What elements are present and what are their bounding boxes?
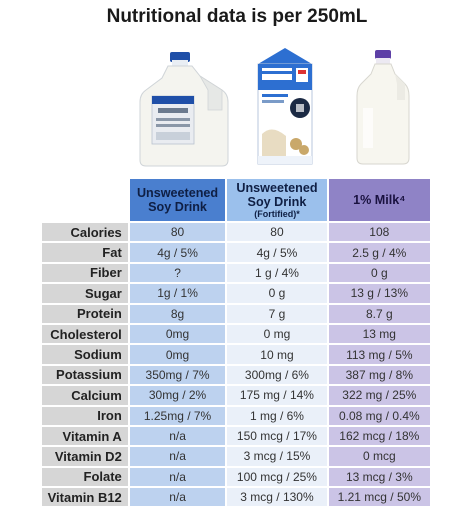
table-cell: 13 mg [328, 324, 430, 344]
table-cell: 100 mcg / 25% [227, 467, 327, 487]
row-label: Fiber [42, 263, 128, 283]
table-cell: 8g [129, 304, 226, 323]
header-label-line2: Soy Drink [148, 200, 207, 214]
soy-drink-jug-image [139, 52, 229, 167]
row-label: Vitamin B12 [42, 488, 128, 507]
table-row: Folate n/a 100 mcg / 25% 13 mcg / 3% [42, 467, 430, 487]
table-row: Protein 8g 7 g 8.7 g [42, 304, 430, 323]
table-cell: 0mg [129, 324, 226, 344]
row-label: Sugar [42, 284, 128, 303]
table-cell: 4g / 5% [227, 243, 327, 262]
table-cell: 0 g [328, 263, 430, 283]
table-cell: 3 mcg / 130% [227, 488, 327, 507]
row-label: Fat [42, 243, 128, 262]
table-row: Vitamin D2 n/a 3 mcg / 15% 0 mcg [42, 447, 430, 466]
table-row: Fat 4g / 5% 4g / 5% 2.5 g / 4% [42, 243, 430, 262]
table-header-row: Unsweetened Soy Drink Unsweetened Soy Dr… [42, 179, 430, 221]
table-row: Vitamin B12 n/a 3 mcg / 130% 1.21 mcg / 50% [42, 488, 430, 507]
table-cell: 350mg / 7% [129, 365, 226, 385]
row-label: Potassium [42, 365, 128, 385]
table-cell: 80 [227, 223, 327, 242]
table-cell: 8.7 g [328, 304, 430, 323]
header-label: Unsweetened [236, 180, 318, 195]
row-label: Folate [42, 467, 128, 487]
table-cell: 1 mg / 6% [227, 406, 327, 425]
table-row: Sodium 0mg 10 mg 113 mg / 5% [42, 345, 430, 364]
table-cell: 0.08 mg / 0.4% [328, 406, 430, 425]
table-cell: 175 mg / 14% [227, 386, 327, 405]
row-label: Sodium [42, 345, 128, 364]
table-cell: ? [129, 263, 226, 283]
table-cell: 80 [129, 223, 226, 242]
header-label: Unsweetened [136, 186, 219, 200]
page-title: Nutritional data is per 250mL [106, 6, 368, 27]
table-cell: 13 mcg / 3% [328, 467, 430, 487]
header-label: 1% Milk⁴ [353, 193, 406, 207]
table-cell: 10 mg [227, 345, 327, 364]
table-body: Calories 80 80 108 Fat 4g / 5% 4g / 5% 2.5 g / … [42, 223, 430, 507]
table-cell: n/a [129, 426, 226, 446]
table-row: Fiber? 1 g / 4% 0 g [42, 263, 430, 283]
row-label: Protein [42, 304, 128, 323]
table-cell: 113 mg / 5% [328, 345, 430, 364]
header-fortified-soy-drink: Unsweetened Soy Drink (Fortified)* [227, 179, 327, 221]
table-cell: 0 mg [227, 324, 327, 344]
table-cell: 1g / 1% [129, 284, 226, 303]
table-cell: 2.5 g / 4% [328, 243, 430, 262]
nutrition-table: Unsweetened Soy Drink Unsweetened Soy Dr… [40, 177, 432, 508]
table-cell: 150 mcg / 17% [227, 426, 327, 446]
row-label: Vitamin A [42, 426, 128, 446]
header-label-line2: Soy Drink [247, 194, 307, 209]
fortified-soy-drink-carton-image [257, 48, 313, 165]
table-cell: 1.21 mcg / 50% [328, 488, 430, 507]
table-cell: 1 g / 4% [227, 263, 327, 283]
table-cell: 13 g / 13% [328, 284, 430, 303]
header-unsweetened-soy-drink: Unsweetened Soy Drink [129, 179, 226, 221]
header-one-percent-milk: 1% Milk⁴ [328, 179, 430, 221]
row-label: Calcium [42, 386, 128, 405]
table-row: Cholesterol 0mg 0 mg 13 mg [42, 324, 430, 344]
table-row: Calories 80 80 108 [42, 223, 430, 242]
header-corner [42, 179, 128, 221]
table-cell: 0 g [227, 284, 327, 303]
table-cell: 30mg / 2% [129, 386, 226, 405]
table-row: Sugar 1g / 1% 0 g 13 g / 13% [42, 284, 430, 303]
header-note: (Fortified)* [254, 208, 300, 219]
row-label: Cholesterol [42, 324, 128, 344]
row-label: Iron [42, 406, 128, 425]
table-row: Iron 1.25mg / 7% 1 mg / 6% 0.08 mg / 0.4% [42, 406, 430, 425]
table-cell: n/a [129, 447, 226, 466]
table-cell: 3 mcg / 15% [227, 447, 327, 466]
table-cell: 108 [328, 223, 430, 242]
table-cell: 387 mg / 8% [328, 365, 430, 385]
table-cell: n/a [129, 488, 226, 507]
row-label: Calories [42, 223, 128, 242]
table-cell: 162 mcg / 18% [328, 426, 430, 446]
milk-jug-image [356, 50, 410, 165]
table-cell: 7 g [227, 304, 327, 323]
row-label: Vitamin D2 [42, 447, 128, 466]
table-cell: 300mg / 6% [227, 365, 327, 385]
table-cell: 0 mcg [328, 447, 430, 466]
table-row: Calcium 30mg / 2% 175 mg / 14% 322 mg / 25% [42, 386, 430, 405]
table-cell: 4g / 5% [129, 243, 226, 262]
table-cell: 322 mg / 25% [328, 386, 430, 405]
table-cell: n/a [129, 467, 226, 487]
table-cell: 0mg [129, 345, 226, 364]
table-cell: 1.25mg / 7% [129, 406, 226, 425]
table-row: Potassium 350mg / 7% 300mg / 6% 387 mg / 8% [42, 365, 430, 385]
